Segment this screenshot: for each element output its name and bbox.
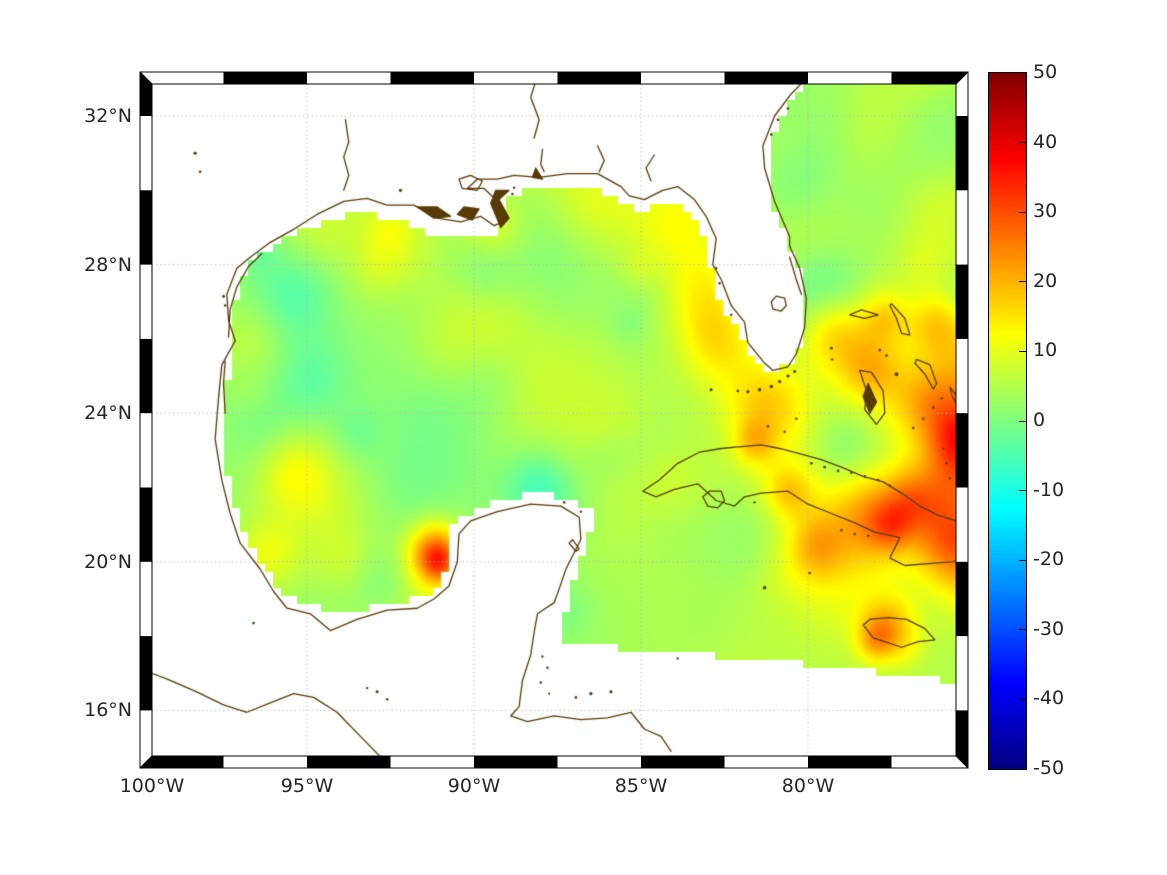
frame-segment: [956, 116, 968, 191]
frame-segment: [956, 561, 968, 637]
colorbar-tick: [1019, 281, 1026, 283]
colorbar-tick: [1019, 211, 1026, 213]
frame-segment: [140, 756, 224, 768]
colorbar-tick-label: 10: [1033, 339, 1058, 362]
colorbar-tick: [1019, 698, 1026, 700]
colorbar-tick-label: -50: [1033, 757, 1065, 779]
frame-segment: [223, 72, 307, 84]
colorbar-tick: [1019, 559, 1026, 561]
frame-segment: [140, 636, 152, 711]
colorbar-tick-label: 40: [1033, 130, 1058, 153]
lat-tick-label: 32°N: [84, 105, 132, 127]
frame-segment: [956, 413, 968, 488]
lon-tick-label: 85°W: [614, 775, 668, 797]
colorbar-tick: [1019, 490, 1026, 492]
lon-tick-label: 95°W: [280, 775, 334, 797]
frame-segment: [557, 72, 641, 84]
frame-segment: [956, 264, 968, 339]
colorbar-tick-label: -20: [1033, 548, 1065, 571]
lat-tick-label: 16°N: [84, 699, 132, 722]
colorbar-tick: [1019, 350, 1026, 352]
frame-line: [139, 71, 153, 85]
frame-segment: [140, 487, 152, 562]
colorbar: [988, 72, 1027, 770]
lon-tick-label: 90°W: [447, 775, 501, 797]
frame-segment: [390, 72, 474, 84]
lat-tick-label: 20°N: [84, 550, 132, 573]
frame-segment: [808, 756, 892, 768]
colorbar-tick-label: 50: [1033, 61, 1058, 83]
lat-tick-label: 24°N: [84, 402, 132, 425]
frame-segment: [140, 338, 152, 414]
frame-segment: [307, 756, 391, 768]
frame-line: [955, 71, 969, 85]
frame-line: [139, 755, 153, 769]
map-heatmap-canvas: [152, 84, 956, 756]
frame-segment: [140, 190, 152, 265]
frame-segment: [891, 72, 968, 84]
colorbar-tick: [1019, 420, 1026, 422]
colorbar-tick-label: -10: [1033, 478, 1065, 501]
colorbar-tick-label: 20: [1033, 269, 1058, 292]
frame-segment: [641, 756, 725, 768]
frame-segment: [956, 710, 968, 768]
colorbar-tick-label: -40: [1033, 687, 1065, 710]
colorbar-tick: [1019, 629, 1026, 631]
frame-segment: [474, 756, 558, 768]
lon-tick-label: 80°W: [781, 775, 835, 797]
lat-tick-label: 28°N: [84, 253, 132, 276]
lon-tick-label: 100°W: [119, 775, 185, 797]
frame-segment: [724, 72, 808, 84]
frame-segment: [139, 71, 969, 769]
frame-line: [955, 755, 969, 769]
colorbar-tick-label: -30: [1033, 617, 1065, 640]
colorbar-tick-label: 0: [1033, 409, 1046, 431]
frame-segment: [151, 83, 957, 757]
colorbar-tick-label: 30: [1033, 200, 1058, 223]
colorbar-tick: [1019, 142, 1026, 144]
